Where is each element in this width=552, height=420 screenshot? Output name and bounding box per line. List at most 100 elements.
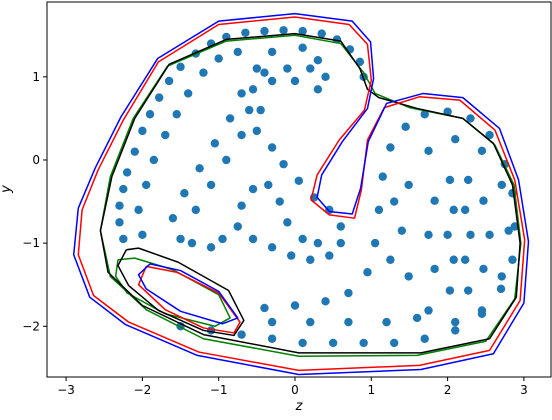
scatter-point [510,222,519,231]
scatter-point [180,189,189,198]
scatter-point [451,317,460,327]
scatter-point [449,205,458,215]
scatter-point [283,218,292,227]
scatter-point [443,107,452,116]
scatter-point [445,175,455,185]
scatter-point [485,130,494,140]
scatter-point [404,180,413,190]
axes-frame [46,1,552,378]
scatter-point [389,197,399,206]
scatter-point [321,297,330,306]
scatter-point [389,338,399,348]
y-tick-label: 1 [32,70,40,84]
scatter-point [313,238,323,248]
scatter-point [477,146,487,156]
scatter-point [218,234,227,244]
scatter-point [451,134,460,144]
scatter-point [479,196,488,205]
scatter-point [306,317,315,327]
scatter-point [225,114,235,123]
scatter-point [378,172,387,181]
scatter-point [460,205,470,215]
scatter-point [363,268,372,277]
scatter-point [115,218,124,227]
scatter-point [115,201,124,210]
scatter-point [183,89,193,98]
scatter-point [504,226,513,235]
scatter-point [317,29,326,38]
scatter-point [237,330,246,339]
scatter-point [138,230,147,240]
scatter-point [222,155,231,165]
scatter-point [306,255,315,264]
scatter-point [267,243,277,252]
scatter-point [464,175,473,185]
scatter-point [336,222,345,231]
scatter-point [237,89,246,98]
scatter-point [248,234,258,244]
scatter-point [313,85,323,94]
scatter-point [382,317,391,327]
scatter-point [245,105,254,115]
scatter-point [294,176,304,185]
scatter-point [260,68,269,77]
scatter-point [134,205,143,215]
scatter-point [386,255,395,264]
scatter-point [328,338,338,348]
scatter-point [359,338,368,348]
scatter-point [298,234,307,244]
scatter-point [397,226,407,235]
scatter-point [477,309,487,319]
scatter-point [279,26,288,35]
x-tick-label: −3 [57,383,75,397]
x-tick-label: 3 [520,383,528,397]
scatter-point [149,155,159,165]
scatter-point [290,76,300,86]
scatter-point [485,230,494,240]
scatter-point [122,168,132,177]
scatter-point [298,338,307,348]
scatter-point [267,143,277,152]
scatter-point [154,93,164,102]
scatter-point [451,326,460,335]
scatter-point [260,26,269,36]
scatter-point [420,334,429,343]
scatter-point [241,28,250,37]
scatter-point [290,301,300,310]
scatter-point [164,76,174,86]
scatter-point [119,234,128,244]
scatter-point [404,272,413,281]
scatter-point [145,110,155,119]
scatter-point [445,286,455,295]
scatter-point [497,272,506,281]
scatter-point [497,180,506,190]
scatter-point [252,126,262,136]
scatter-point [443,230,452,240]
scatter-point [264,180,273,190]
scatter-point [344,317,353,327]
y-axis-label: y [0,185,14,194]
scatter-point [430,264,439,274]
scatter-point [248,85,258,94]
scatter-point [298,26,307,36]
y-tick-label: 0 [32,153,40,167]
scatter-point [206,326,216,335]
scatter-point [344,288,353,298]
scatter-point [466,114,475,123]
scatter-point [424,230,433,240]
scatter-point [374,205,384,215]
x-tick-label: −2 [134,383,152,397]
scatter-point [237,201,246,210]
scatter-point [336,238,345,248]
scatter-point [479,264,488,274]
scatter-point [176,234,185,244]
scatter-point [187,238,197,248]
scatter-point [370,238,380,248]
scatter-point [508,255,517,264]
scatter-point [206,180,216,190]
scatter-point [199,68,208,77]
scatter-point [313,56,323,65]
scatter-point [161,130,170,140]
scatter-point [267,76,277,86]
scatter-point [141,180,151,190]
